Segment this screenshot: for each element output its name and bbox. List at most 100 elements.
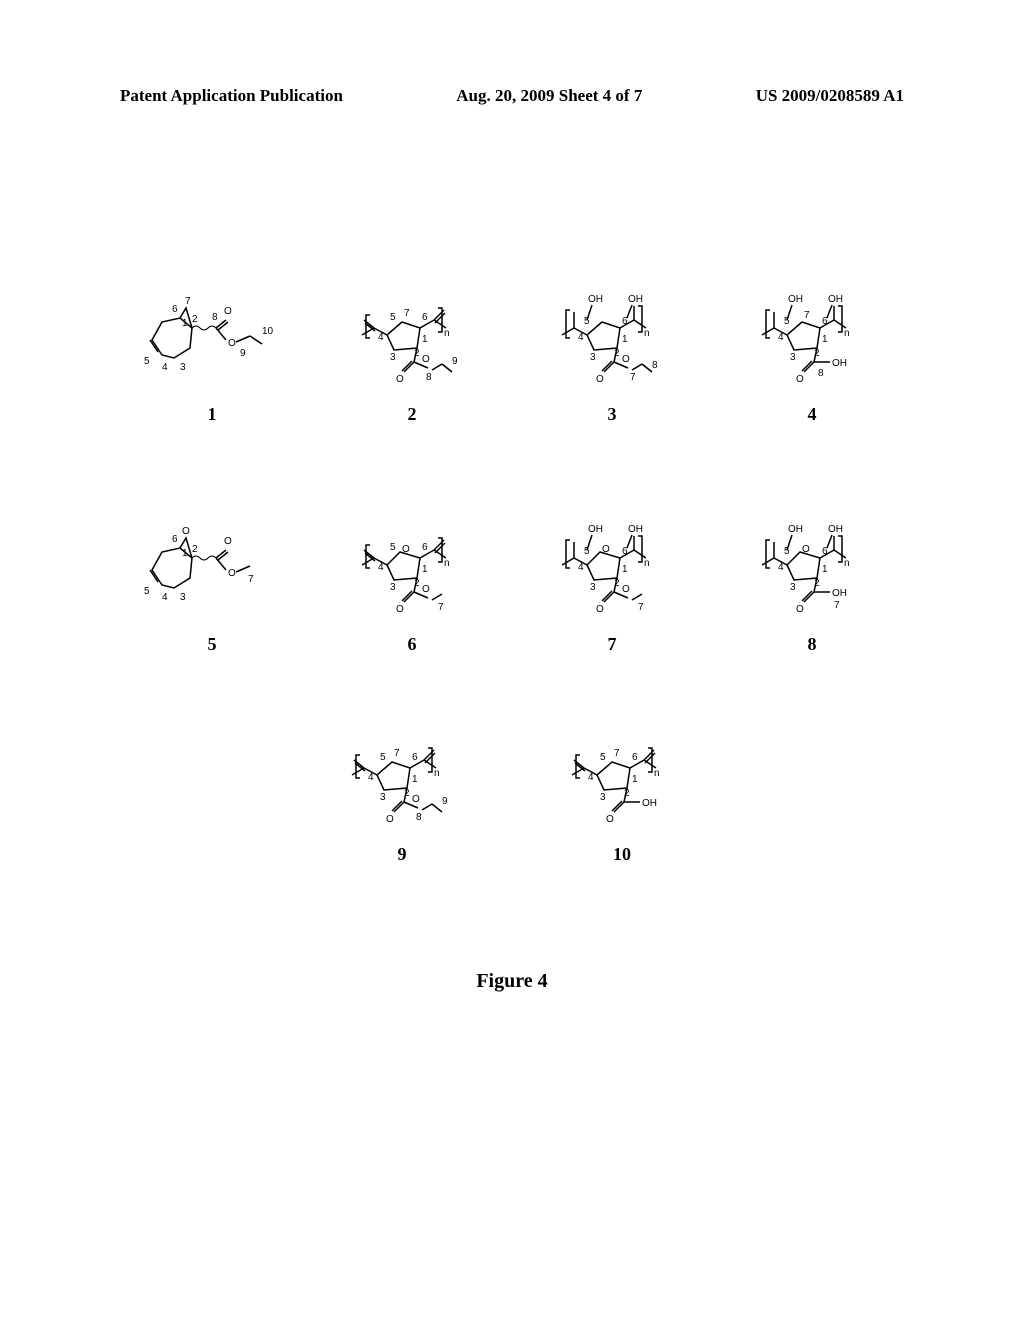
- svg-text:6: 6: [822, 546, 828, 557]
- svg-text:3: 3: [180, 592, 186, 603]
- svg-text:6: 6: [422, 312, 428, 323]
- svg-text:4: 4: [578, 332, 584, 343]
- header-date-sheet: Aug. 20, 2009 Sheet 4 of 7: [456, 86, 642, 106]
- structure-number-3: 3: [608, 404, 617, 425]
- svg-text:1: 1: [622, 334, 628, 345]
- structure-6: O n O O 5 6 4: [312, 510, 512, 655]
- svg-text:5: 5: [144, 586, 150, 597]
- structure-number-10: 10: [613, 844, 631, 865]
- svg-text:1: 1: [822, 564, 828, 575]
- structure-row-3: n O O 5 7 6 4 3 1 2 8 9 9: [0, 720, 1024, 865]
- svg-text:7: 7: [614, 748, 620, 759]
- svg-text:3: 3: [180, 362, 186, 373]
- svg-text:1: 1: [822, 334, 828, 345]
- svg-text:5: 5: [784, 546, 790, 557]
- svg-text:7: 7: [185, 296, 191, 307]
- svg-text:O: O: [396, 604, 404, 615]
- svg-text:O: O: [802, 544, 810, 555]
- svg-text:5: 5: [784, 316, 790, 327]
- svg-text:7: 7: [248, 574, 254, 585]
- structure-number-5: 5: [208, 634, 217, 655]
- svg-text:1: 1: [622, 564, 628, 575]
- svg-text:O: O: [224, 536, 232, 547]
- structure-2: n O O 5 7 6 4 3 1 2 8 9 2: [312, 280, 512, 425]
- svg-text:2: 2: [614, 578, 620, 589]
- svg-text:4: 4: [162, 362, 168, 373]
- svg-text:n: n: [644, 328, 650, 339]
- svg-text:7: 7: [438, 602, 444, 613]
- svg-text:8: 8: [416, 812, 422, 823]
- figure-caption: Figure 4: [0, 970, 1024, 993]
- svg-text:OH: OH: [642, 798, 657, 809]
- svg-text:9: 9: [442, 796, 448, 807]
- svg-text:OH: OH: [788, 294, 803, 305]
- svg-text:O: O: [228, 338, 236, 349]
- chem-structure-5-svg: O O 6 5 4 3 1 2 O 7: [132, 510, 292, 630]
- svg-text:n: n: [444, 328, 450, 339]
- svg-text:O: O: [402, 544, 410, 555]
- svg-text:6: 6: [632, 752, 638, 763]
- svg-text:3: 3: [600, 792, 606, 803]
- figure-area: O 7 6 5 4 3 1 2 8 9 10 O 1: [0, 180, 1024, 880]
- svg-text:OH: OH: [788, 524, 803, 535]
- svg-text:OH: OH: [588, 524, 603, 535]
- structure-number-6: 6: [408, 634, 417, 655]
- svg-text:3: 3: [390, 352, 396, 363]
- svg-text:5: 5: [600, 752, 606, 763]
- svg-text:7: 7: [638, 602, 644, 613]
- svg-text:O: O: [796, 374, 804, 385]
- svg-text:OH: OH: [628, 524, 643, 535]
- svg-text:n: n: [844, 328, 850, 339]
- svg-text:7: 7: [834, 600, 840, 611]
- svg-text:OH: OH: [832, 588, 847, 599]
- svg-text:5: 5: [144, 356, 150, 367]
- svg-text:7: 7: [630, 372, 636, 383]
- svg-text:5: 5: [584, 316, 590, 327]
- structure-9: n O O 5 7 6 4 3 1 2 8 9 9: [292, 720, 512, 865]
- structure-number-9: 9: [398, 844, 407, 865]
- svg-text:OH: OH: [828, 524, 843, 535]
- svg-text:1: 1: [182, 318, 188, 329]
- structure-8: O n OH OH O OH 5 6: [712, 510, 912, 655]
- svg-text:1: 1: [422, 564, 428, 575]
- svg-text:n: n: [844, 558, 850, 569]
- svg-text:O: O: [422, 584, 430, 595]
- svg-text:1: 1: [412, 774, 418, 785]
- svg-text:1: 1: [422, 334, 428, 345]
- svg-text:3: 3: [590, 352, 596, 363]
- svg-text:6: 6: [822, 316, 828, 327]
- svg-text:O: O: [182, 526, 190, 537]
- svg-text:3: 3: [590, 582, 596, 593]
- svg-text:3: 3: [790, 352, 796, 363]
- svg-text:n: n: [644, 558, 650, 569]
- svg-text:3: 3: [790, 582, 796, 593]
- chem-structure-6-svg: O n O O 5 6 4: [332, 510, 492, 630]
- structure-7: O n OH OH O O 5: [512, 510, 712, 655]
- header-patent-number: US 2009/0208589 A1: [756, 86, 904, 106]
- svg-text:O: O: [396, 374, 404, 385]
- structure-4: n OH OH O OH 5 7 6 4 3 1 2 8 4: [712, 280, 912, 425]
- structure-number-8: 8: [808, 634, 817, 655]
- svg-text:8: 8: [426, 372, 432, 383]
- svg-text:4: 4: [162, 592, 168, 603]
- svg-text:O: O: [386, 814, 394, 825]
- svg-text:6: 6: [172, 304, 178, 315]
- svg-text:OH: OH: [588, 294, 603, 305]
- chem-structure-4-svg: n OH OH O OH 5 7 6 4 3 1 2 8: [732, 280, 892, 400]
- svg-text:6: 6: [422, 542, 428, 553]
- structure-5: O O 6 5 4 3 1 2 O 7 5: [112, 510, 312, 655]
- svg-text:2: 2: [614, 348, 620, 359]
- chem-structure-2-svg: n O O 5 7 6 4 3 1 2 8 9: [332, 280, 492, 400]
- svg-text:O: O: [422, 354, 430, 365]
- chem-structure-3-svg: n OH OH O O 5 6 4 3 1 2 7 8: [532, 280, 692, 400]
- svg-text:5: 5: [390, 542, 396, 553]
- chem-structure-10-svg: n O OH 5 7 6 4 3 1 2: [542, 720, 702, 840]
- svg-text:OH: OH: [628, 294, 643, 305]
- header-publication: Patent Application Publication: [120, 86, 343, 106]
- svg-text:OH: OH: [832, 358, 847, 369]
- svg-text:8: 8: [212, 312, 218, 323]
- svg-text:2: 2: [414, 348, 420, 359]
- structure-number-2: 2: [408, 404, 417, 425]
- svg-text:2: 2: [192, 314, 198, 325]
- chem-structure-7-svg: O n OH OH O O 5: [532, 510, 692, 630]
